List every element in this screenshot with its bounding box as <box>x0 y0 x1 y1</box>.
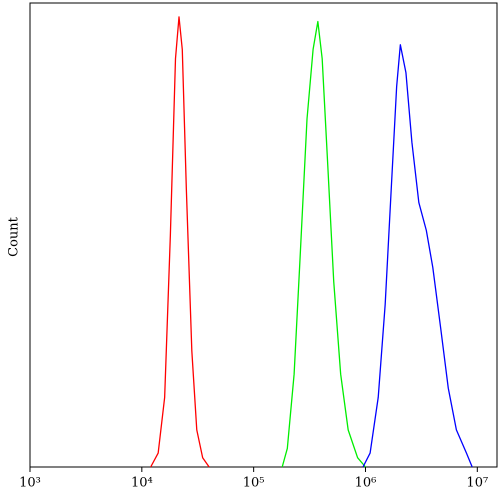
histogram-line <box>281 20 366 468</box>
histogram-line <box>362 44 473 468</box>
plot-frame <box>29 2 498 468</box>
x-tick-label: 10³ <box>19 476 41 491</box>
y-axis-label: Count <box>7 216 22 257</box>
x-tick-label: 10⁴ <box>131 476 153 491</box>
x-tick-label: 10⁷ <box>466 476 488 491</box>
x-tick-label: 10⁵ <box>243 476 265 491</box>
histogram-line <box>150 16 210 468</box>
x-tick-label: 10⁶ <box>355 476 377 491</box>
